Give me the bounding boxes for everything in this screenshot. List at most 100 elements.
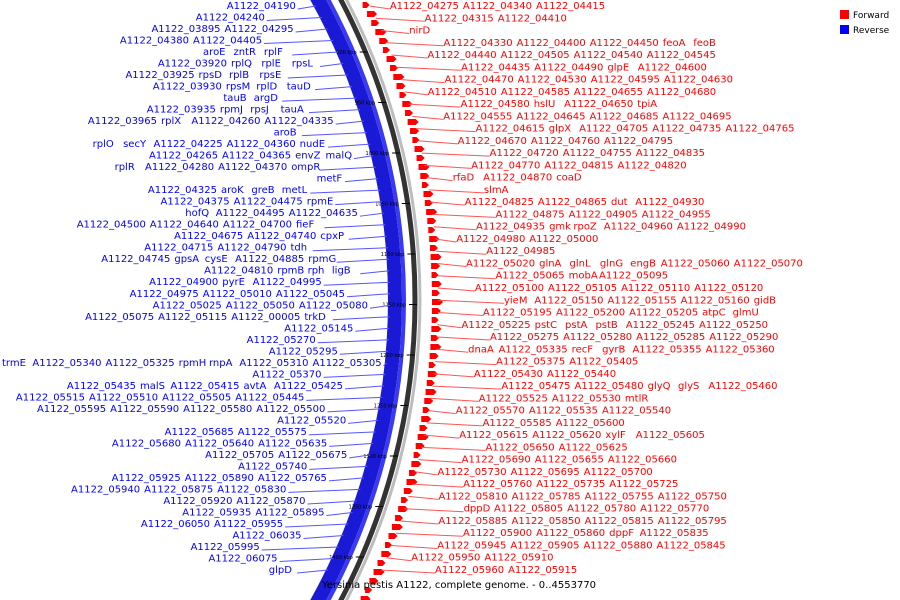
forward-gene-label: A1122_04585 bbox=[501, 87, 570, 98]
forward-leader-line bbox=[391, 544, 438, 549]
reverse-gene-label: rplQ bbox=[231, 59, 252, 70]
reverse-gene-label: A1122_05765 bbox=[258, 473, 327, 484]
forward-leader-line bbox=[435, 361, 497, 366]
reverse-gene-label: A1122_05520 bbox=[277, 415, 346, 426]
reverse-gene-label: rpmJ bbox=[220, 105, 243, 116]
forward-leader-line bbox=[395, 532, 463, 537]
forward-gene-label: feoB bbox=[693, 38, 716, 49]
reverse-gene-label: rpmB bbox=[277, 266, 304, 277]
forward-feature-arrow bbox=[431, 326, 442, 332]
forward-feature-arrow bbox=[431, 263, 441, 269]
forward-leader-line bbox=[428, 189, 484, 194]
forward-gene-label: A1122_05735 bbox=[536, 479, 605, 490]
reverse-gene-label: A1122_05635 bbox=[258, 438, 327, 449]
forward-gene-label: A1122_05205 bbox=[629, 308, 698, 319]
forward-feature-arrow bbox=[391, 524, 403, 530]
reverse-leader-line bbox=[292, 51, 339, 56]
reverse-gene-label: A1122_04900 bbox=[149, 277, 218, 288]
forward-gene-label: A1122_05950 bbox=[411, 553, 480, 564]
reverse-gene-label: argD bbox=[254, 93, 278, 104]
reverse-gene-label: A1122_04260 bbox=[191, 116, 260, 127]
reverse-gene-label: A1122_05270 bbox=[247, 335, 316, 346]
reverse-gene-label: A1122_06050 bbox=[141, 519, 210, 530]
forward-leader-line bbox=[426, 177, 453, 182]
reverse-gene-label: A1122_05925 bbox=[112, 473, 181, 484]
forward-gene-label: atpC bbox=[702, 308, 725, 319]
reverse-gene-label: A1122_05115 bbox=[158, 312, 227, 323]
reverse-gene-label: rph bbox=[308, 266, 325, 277]
legend-reverse-label: Reverse bbox=[853, 26, 890, 36]
kbp-tick-label: 1400 kbp bbox=[329, 555, 353, 561]
forward-gene-label: A1122_05225 bbox=[462, 320, 531, 331]
forward-leader-line bbox=[408, 103, 461, 108]
reverse-leader-line bbox=[320, 63, 344, 68]
reverse-gene-label: envZ bbox=[295, 151, 320, 162]
legend: Forward Reverse bbox=[840, 10, 890, 36]
reverse-gene-label: A1122_05740 bbox=[238, 461, 307, 472]
forward-feature-arrow bbox=[426, 380, 435, 386]
reverse-gene-label: cpxP bbox=[320, 231, 344, 242]
reverse-leader-line bbox=[288, 488, 361, 493]
reverse-gene-label: A1122_03965 bbox=[88, 116, 157, 127]
forward-gene-label: A1122_05525 bbox=[479, 393, 548, 404]
reverse-gene-label: A1122_05940 bbox=[71, 484, 140, 495]
reverse-gene-label: secY bbox=[123, 139, 147, 150]
forward-gene-label: xylF bbox=[605, 430, 626, 441]
forward-gene-label: yieM bbox=[504, 295, 527, 306]
forward-gene-label: A1122_04490 bbox=[534, 62, 603, 73]
forward-leader-line bbox=[400, 520, 439, 525]
forward-gene-label: A1122_05355 bbox=[632, 344, 701, 355]
forward-leader-line bbox=[375, 17, 425, 22]
forward-gene-label: A1122_04275 bbox=[390, 1, 459, 12]
reverse-leader-line bbox=[360, 270, 390, 275]
forward-feature-arrow bbox=[428, 362, 436, 368]
kbp-tick-label: 1200 kbp bbox=[380, 353, 404, 359]
forward-leader-line bbox=[437, 324, 462, 329]
forward-leader-line bbox=[428, 410, 456, 415]
forward-gene-label: glnG bbox=[600, 258, 623, 269]
forward-gene-label: A1122_05440 bbox=[547, 369, 616, 380]
forward-leader-line bbox=[437, 275, 496, 280]
forward-gene-label: A1122_05480 bbox=[575, 381, 644, 392]
forward-gene-label: A1122_04760 bbox=[531, 136, 600, 147]
forward-gene-label: A1122_04450 bbox=[590, 38, 659, 49]
reverse-gene-label: tauB bbox=[223, 93, 246, 104]
forward-gene-label: A1122_04315 bbox=[425, 13, 494, 24]
reverse-leader-line bbox=[308, 431, 376, 436]
map-caption: Yersinia pestis A1122, complete genome. … bbox=[321, 580, 596, 591]
forward-gene-label: A1122_04735 bbox=[652, 124, 721, 135]
reverse-gene-label: A1122_04370 bbox=[218, 162, 287, 173]
forward-leader-line bbox=[415, 128, 476, 133]
forward-feature-arrow bbox=[377, 560, 386, 566]
reverse-leader-line bbox=[353, 155, 374, 160]
forward-gene-label: A1122_05065 bbox=[496, 271, 565, 282]
forward-leader-line bbox=[432, 213, 496, 218]
reverse-gene-label: A1122_04995 bbox=[253, 277, 322, 288]
forward-gene-label: glnL bbox=[570, 258, 591, 269]
reverse-gene-label: avtA bbox=[244, 381, 267, 392]
forward-gene-label: A1122_05150 bbox=[534, 295, 603, 306]
reverse-gene-label: malS bbox=[140, 381, 165, 392]
forward-gene-label: A1122_05530 bbox=[552, 393, 621, 404]
reverse-leader-line bbox=[346, 293, 391, 298]
forward-feature-arrow bbox=[393, 74, 405, 80]
reverse-gene-label: rpmH bbox=[179, 358, 207, 369]
forward-gene-label: A1122_04930 bbox=[635, 197, 704, 208]
forward-gene-label: A1122_05915 bbox=[508, 565, 577, 576]
reverse-gene-label: malQ bbox=[326, 151, 353, 162]
reverse-leader-line bbox=[327, 408, 381, 413]
reverse-gene-label: A1122_05145 bbox=[284, 323, 353, 334]
forward-gene-label: A1122_04510 bbox=[428, 87, 497, 98]
reverse-gene-label: A1122_04745 bbox=[101, 254, 170, 265]
reverse-gene-label: A1122_04240 bbox=[196, 13, 265, 24]
forward-gene-label: A1122_04825 bbox=[465, 197, 534, 208]
forward-gene-label: A1122_05195 bbox=[483, 308, 552, 319]
reverse-leader-line bbox=[317, 339, 389, 344]
forward-gene-label: A1122_05100 bbox=[475, 283, 544, 294]
forward-feature-arrow bbox=[431, 290, 440, 296]
forward-gene-label: A1122_05845 bbox=[657, 540, 726, 551]
reverse-gene-label: rplE bbox=[261, 59, 281, 70]
forward-feature-arrow bbox=[424, 398, 434, 404]
reverse-gene-label: A1122_05075 bbox=[85, 312, 154, 323]
